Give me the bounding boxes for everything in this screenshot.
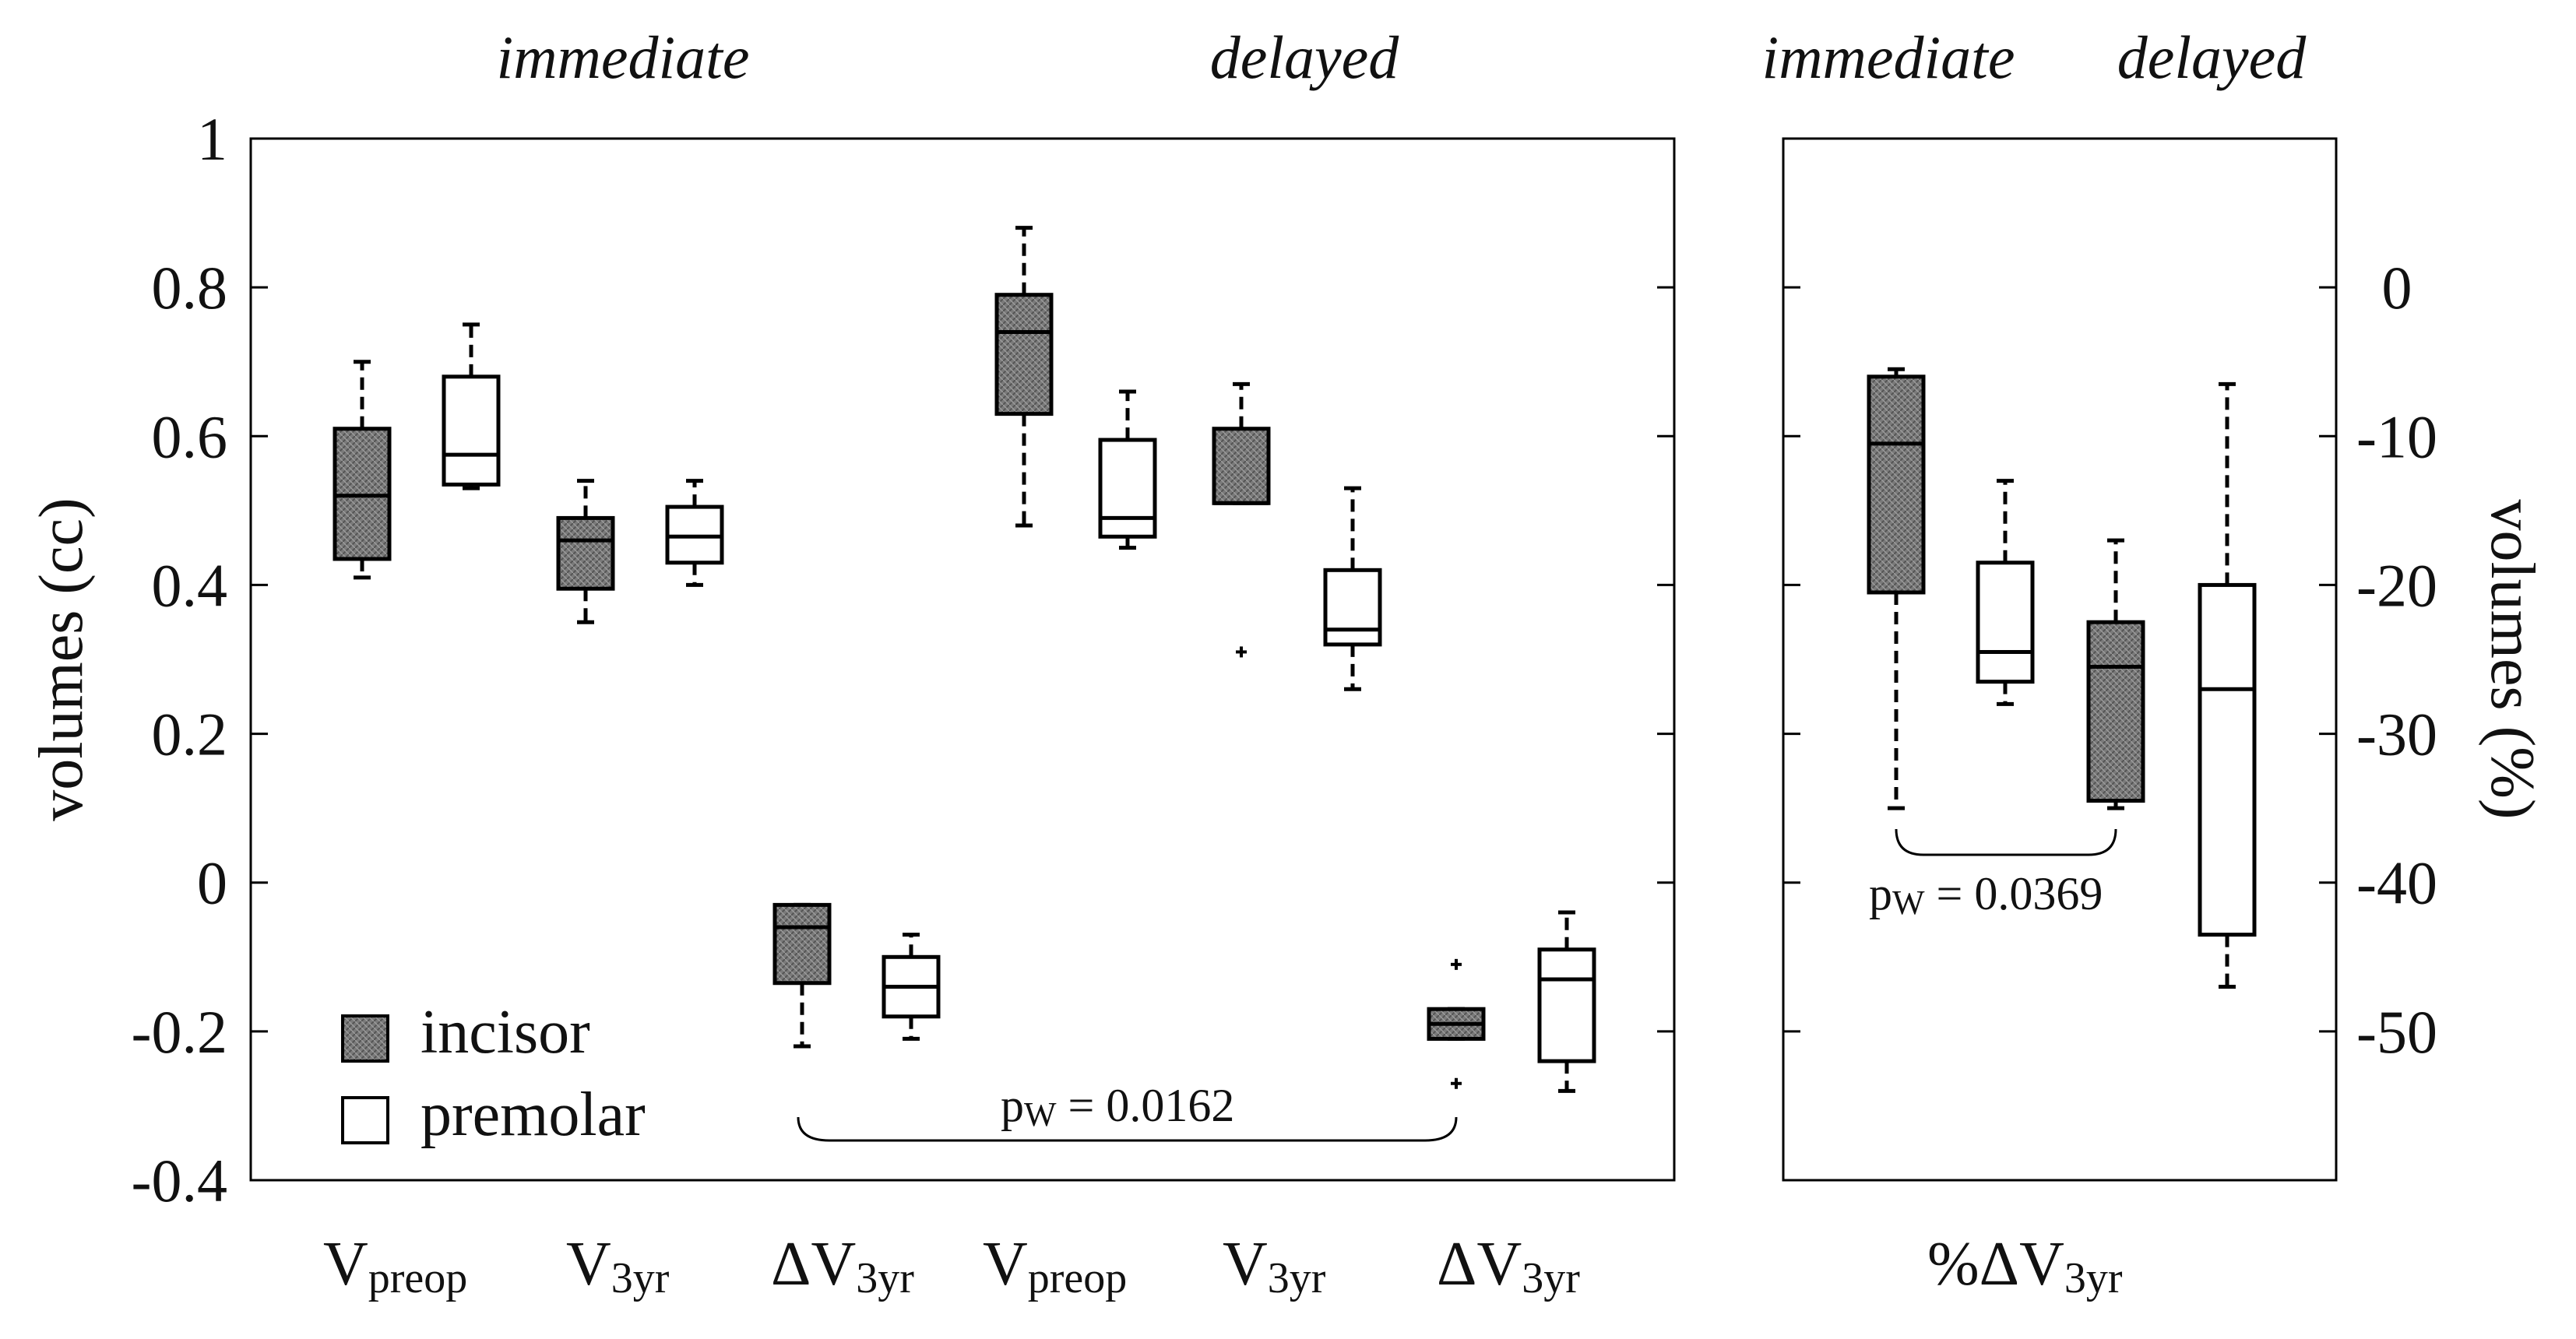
x-label-sub: 3yr <box>2064 1254 2123 1302</box>
legend-swatch-premolar <box>341 1096 389 1144</box>
left-box-9-premolar <box>1323 486 1382 691</box>
x-label-pct-dv3yr: %ΔV3yr <box>1927 1230 2123 1302</box>
header-delayed-left: delayed <box>1210 23 1400 91</box>
left-axis-tick-label: 0 <box>197 849 227 917</box>
pvalue-bracket-left <box>797 1116 1458 1142</box>
box-iqr <box>556 515 615 591</box>
box-iqr <box>1212 427 1271 505</box>
right-box-2-incisor <box>2086 538 2145 810</box>
left-box-4-incisor <box>772 902 832 1049</box>
pvalue-label-right: pW = 0.0369 <box>1869 868 2103 922</box>
left-axis-tick-label: 0.6 <box>152 402 228 470</box>
left-axis-tick-label: -0.4 <box>132 1147 227 1214</box>
right-box-3-premolar <box>2198 381 2257 989</box>
right-axis-tick-label: -30 <box>2356 701 2437 768</box>
x-label-main: V <box>1223 1230 1268 1299</box>
left-box-1-premolar <box>442 322 501 490</box>
x-label-sub: 3yr <box>611 1254 670 1302</box>
pvalue-p: p <box>1869 868 1892 919</box>
left-axis-tick-label: 1 <box>197 105 227 173</box>
pvalue-sub: W <box>1024 1095 1057 1133</box>
x-label-vpreop-delayed: Vpreop <box>983 1230 1127 1302</box>
x-label-sub: 3yr <box>1268 1254 1326 1302</box>
left-axis-tick-label: 0.4 <box>152 551 228 619</box>
left-box-11-premolar <box>1537 910 1596 1093</box>
box-iqr <box>2198 582 2257 937</box>
pvalue-label-left: pW = 0.0162 <box>1001 1080 1234 1133</box>
boxes-layer <box>333 226 2257 1093</box>
box-iqr <box>2086 620 2145 803</box>
pvalue-bracket-right <box>1895 828 2117 856</box>
pvalue-value: = 0.0369 <box>1925 868 2103 919</box>
left-box-5-premolar <box>882 933 941 1041</box>
right-axis-tick-label: -20 <box>2356 551 2437 619</box>
legend-label-premolar: premolar <box>421 1081 646 1149</box>
left-box-6-incisor <box>994 226 1054 528</box>
legend-label-incisor: incisor <box>421 998 590 1067</box>
right-box-0-incisor <box>1867 367 1926 810</box>
x-label-main: ΔV <box>1437 1230 1522 1299</box>
y-axis-label-left: volumes (cc) <box>27 497 96 821</box>
x-label-main: V <box>983 1230 1028 1299</box>
x-label-sub: preop <box>368 1254 468 1302</box>
right-axis-tick-label: -10 <box>2356 402 2437 470</box>
x-label-sub: 3yr <box>856 1254 914 1302</box>
header-immediate-right: immediate <box>1762 23 2015 91</box>
box-iqr <box>1867 374 1926 595</box>
box-iqr <box>1537 947 1596 1063</box>
x-label-sub: 3yr <box>1522 1254 1580 1302</box>
left-box-8-incisor <box>1212 381 1271 658</box>
left-axis-tick-label: -0.2 <box>132 998 227 1066</box>
y-axis-label-right: volumes (%) <box>2478 499 2546 819</box>
right-axis-tick-label: 0 <box>2382 254 2412 322</box>
left-axis-tick-label: 0.2 <box>152 701 228 768</box>
pvalue-value: = 0.0162 <box>1057 1080 1235 1131</box>
left-box-2-incisor <box>556 479 615 624</box>
right-box-1-premolar <box>1976 479 2035 706</box>
left-box-0-incisor <box>333 360 392 580</box>
box-iqr <box>994 293 1054 416</box>
x-label-v3yr-delayed: V3yr <box>1223 1230 1326 1302</box>
x-label-vpreop-immediate: Vpreop <box>323 1230 467 1302</box>
left-box-3-premolar <box>665 479 724 587</box>
axes-layer: -0.4 -0.2 0 0.2 0.4 0.6 0.8 1 -50 -40 -30 -20 -10 0 <box>132 105 2437 1214</box>
x-label-main: ΔV <box>771 1230 856 1299</box>
header-delayed-right: delayed <box>2117 23 2307 91</box>
legend-swatch-incisor <box>341 1014 389 1063</box>
x-label-sub: preop <box>1028 1254 1128 1302</box>
left-axis-tick-label: 0.8 <box>152 254 228 322</box>
left-box-10-incisor <box>1427 958 1486 1089</box>
x-label-v3yr-immediate: V3yr <box>566 1230 670 1302</box>
right-axis-tick-label: -50 <box>2356 998 2437 1066</box>
right-panel-frame <box>1782 137 2338 1182</box>
x-label-main: %ΔV <box>1927 1230 2064 1299</box>
left-panel-frame <box>249 137 1676 1182</box>
box-iqr <box>1976 561 2035 684</box>
pvalue-p: p <box>1001 1080 1024 1131</box>
box-iqr <box>772 902 832 986</box>
right-axis-tick-label: -40 <box>2356 849 2437 917</box>
box-iqr <box>1098 438 1157 539</box>
box-iqr <box>442 374 501 487</box>
header-immediate-left: immediate <box>497 23 750 91</box>
x-label-dv3yr-delayed: ΔV3yr <box>1437 1230 1580 1302</box>
left-box-7-premolar <box>1098 389 1157 550</box>
x-label-main: V <box>323 1230 368 1299</box>
box-iqr <box>1323 568 1382 647</box>
pvalue-sub: W <box>1892 884 1925 922</box>
x-label-dv3yr-immediate: ΔV3yr <box>771 1230 914 1302</box>
x-label-main: V <box>566 1230 611 1299</box>
